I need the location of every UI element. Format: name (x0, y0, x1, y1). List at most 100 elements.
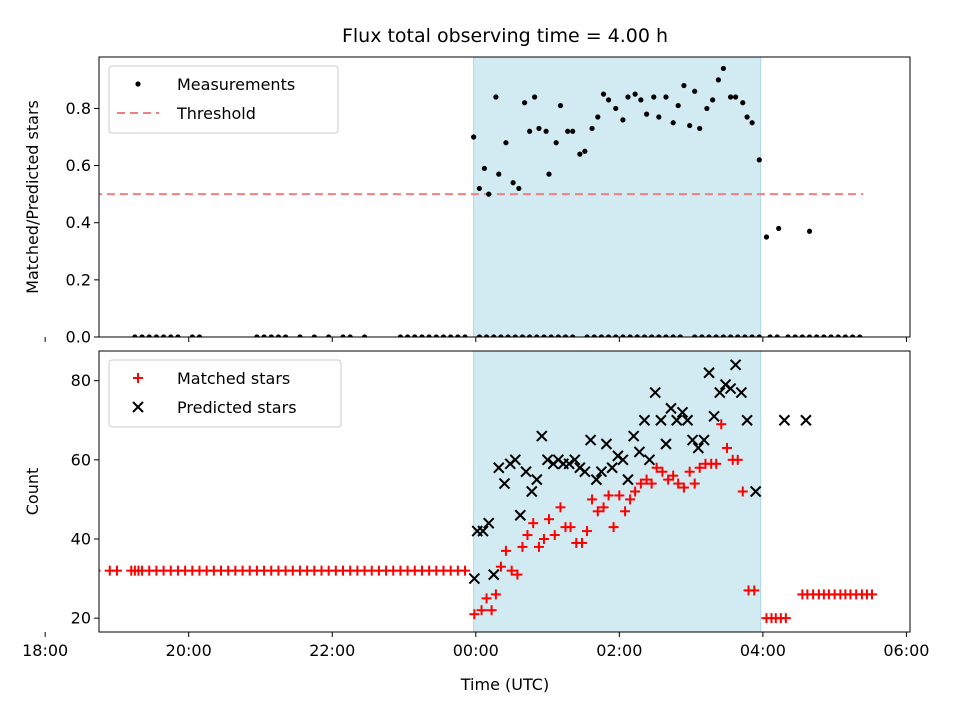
data-point (651, 462, 662, 473)
data-point-b (649, 386, 661, 399)
data-point (689, 478, 700, 489)
legend-marker (135, 81, 141, 87)
data-point (649, 334, 655, 337)
data-point (721, 442, 732, 453)
data-point (570, 334, 576, 337)
data-point (711, 458, 722, 469)
data-point-b (800, 414, 812, 426)
data-point (527, 128, 533, 134)
data-point (536, 430, 548, 442)
data-point (175, 334, 181, 337)
data-point (555, 334, 561, 337)
data-point-b (729, 359, 742, 371)
data-point (720, 65, 726, 72)
y-tick-label: 60 (71, 450, 91, 469)
data-point-b (655, 414, 667, 426)
data-point (821, 334, 827, 337)
data-point (460, 565, 471, 576)
data-point (617, 454, 629, 466)
data-point (692, 334, 698, 337)
data-point (715, 77, 721, 83)
data-point (132, 334, 138, 337)
data-point-b (686, 434, 699, 446)
data-point (146, 334, 152, 337)
y-tick-label: 0.8 (66, 99, 91, 118)
data-point (541, 454, 554, 466)
data-point (842, 334, 849, 337)
data-point (111, 565, 122, 576)
data-point (565, 522, 576, 533)
data-point (153, 334, 160, 337)
data-point (326, 334, 332, 337)
data-point (671, 414, 683, 426)
data-point (488, 568, 500, 581)
data-point-b (698, 434, 710, 446)
data-point (600, 438, 613, 450)
data-point-b (536, 430, 548, 442)
data-point (481, 165, 488, 172)
data-point (644, 111, 650, 117)
data-point (656, 334, 662, 337)
series-predicted-stars (468, 359, 812, 585)
data-point (605, 97, 612, 103)
data-point (589, 125, 595, 132)
data-point (505, 334, 511, 337)
data-point (716, 419, 727, 430)
data-point (703, 367, 715, 379)
data-point (469, 609, 480, 620)
data-point (168, 334, 174, 337)
data-point (275, 334, 282, 337)
data-point (283, 334, 289, 337)
data-point (849, 334, 856, 337)
data-point (462, 334, 468, 337)
data-point (493, 94, 499, 100)
data-point (595, 114, 601, 120)
data-point-b (526, 485, 538, 498)
data-point (476, 605, 487, 616)
data-point (347, 334, 353, 337)
x-tick-label: 18:00 (22, 641, 68, 660)
data-point (340, 334, 346, 337)
data-point (520, 466, 532, 478)
data-point (405, 334, 411, 337)
data-point (419, 334, 425, 337)
data-point (613, 105, 619, 112)
data-point (677, 334, 683, 337)
data-point (681, 82, 687, 89)
data-point-b (509, 454, 521, 466)
data-point (656, 114, 662, 120)
data-point (606, 462, 618, 474)
legend-box (108, 65, 339, 134)
data-point (600, 91, 607, 97)
data-point (792, 334, 798, 337)
data-point (741, 414, 753, 426)
data-point (651, 94, 657, 100)
y-axis-label: Count (23, 468, 42, 516)
data-point (361, 334, 368, 337)
data-point (562, 334, 569, 337)
data-point (620, 117, 626, 123)
x-tick-label: 00:00 (453, 641, 499, 660)
data-point-b (541, 454, 554, 466)
data-point (699, 334, 705, 337)
data-point (643, 454, 656, 466)
data-point (549, 530, 560, 541)
data-point (495, 561, 506, 572)
legend-marker-b (132, 401, 144, 413)
data-point (468, 572, 481, 585)
data-point (514, 509, 526, 521)
data-point (483, 517, 495, 529)
data-point (490, 589, 501, 600)
data-point (774, 334, 780, 337)
x-tick-label: 02:00 (596, 641, 642, 660)
data-point (517, 541, 528, 552)
data-point-b (665, 402, 677, 415)
data-point (735, 386, 748, 399)
data-point (714, 386, 726, 399)
data-point-b (714, 386, 726, 399)
data-point-b (606, 462, 618, 474)
axes-frame (98, 350, 911, 633)
data-point (635, 478, 646, 489)
data-point (670, 120, 676, 126)
data-point-b (600, 438, 613, 450)
